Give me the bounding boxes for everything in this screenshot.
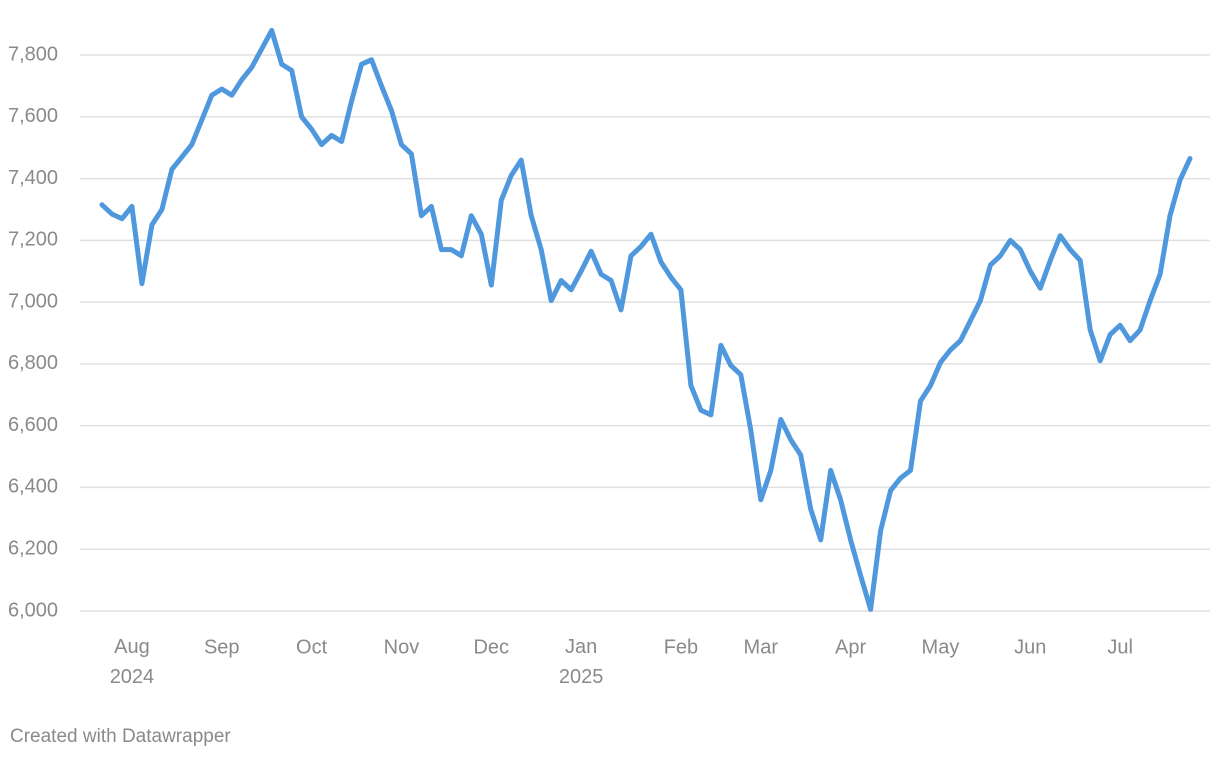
y-tick-label: 7,600 <box>8 105 58 127</box>
y-tick-label: 6,200 <box>8 537 58 559</box>
x-tick-label-part: 2025 <box>559 666 604 688</box>
x-tick-label-part: Jan <box>565 636 597 658</box>
x-tick-label: Jul <box>1107 636 1133 658</box>
y-tick-label: 7,400 <box>8 167 58 189</box>
y-tick-label: 7,200 <box>8 229 58 251</box>
x-tick-label: Mar <box>744 636 779 658</box>
y-tick-label: 6,400 <box>8 476 58 498</box>
y-tick-label: 7,800 <box>8 43 58 65</box>
x-tick-label: Oct <box>296 636 328 658</box>
x-tick-label: Feb <box>664 636 698 658</box>
y-tick-label: 7,000 <box>8 290 58 312</box>
x-tick-label: Dec <box>473 636 509 658</box>
y-tick-label: 6,000 <box>8 599 58 621</box>
y-tick-label: 6,600 <box>8 414 58 436</box>
x-tick-label: Apr <box>835 636 866 658</box>
x-tick-label-part: Aug <box>114 636 150 658</box>
x-tick-label: Aug 2024 <box>110 636 155 688</box>
footer: Created with Datawrapper <box>10 726 231 747</box>
x-tick-label: Nov <box>384 636 420 658</box>
x-tick-label: Jan 2025 <box>559 636 604 688</box>
y-tick-label: 6,800 <box>8 352 58 374</box>
x-tick-label: Sep <box>204 636 240 658</box>
line <box>99 27 1193 612</box>
x-tick-label-part: 2024 <box>110 666 155 688</box>
x-tick-label: May <box>922 636 960 658</box>
x-tick-label: Jun <box>1014 636 1046 658</box>
